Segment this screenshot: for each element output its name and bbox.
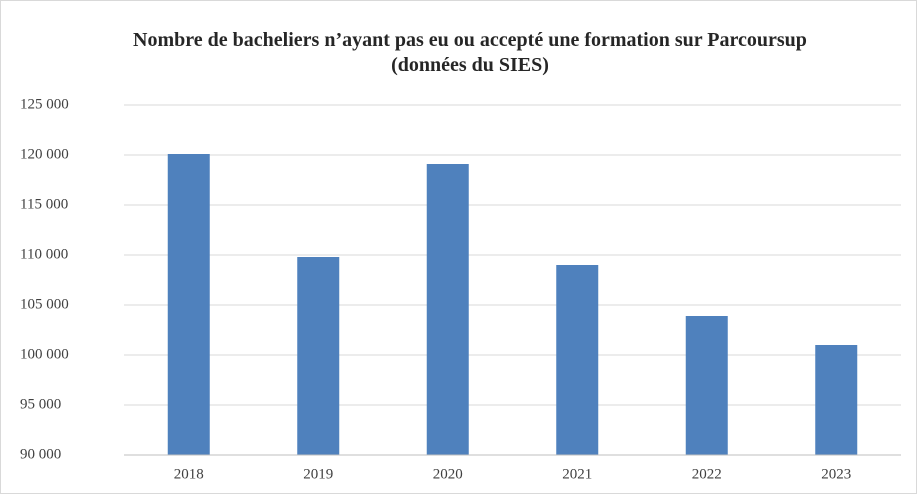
y-tick-label: 90 000 — [20, 446, 61, 462]
x-tick-label: 2019 — [303, 466, 333, 482]
y-tick-label: 115 000 — [20, 196, 68, 212]
bar — [556, 265, 599, 455]
y-tick-label: 100 000 — [20, 346, 69, 362]
x-tick-label: 2020 — [433, 466, 463, 482]
chart-title: Nombre de bacheliers n’ayant pas eu ou a… — [133, 29, 817, 76]
bar — [167, 154, 210, 455]
x-tick-label: 2023 — [821, 466, 851, 482]
bar — [426, 164, 469, 455]
x-tick-label: 2018 — [174, 466, 204, 482]
bar — [297, 257, 340, 455]
bar — [685, 316, 728, 455]
y-tick-label: 95 000 — [20, 396, 61, 412]
x-tick-label: 2022 — [692, 466, 722, 482]
y-tick-label: 125 000 — [20, 96, 69, 112]
bar — [815, 345, 858, 455]
x-tick-label: 2021 — [562, 466, 592, 482]
y-tick-label: 110 000 — [20, 246, 68, 262]
y-tick-label: 105 000 — [20, 296, 69, 312]
y-tick-label: 120 000 — [20, 146, 69, 162]
